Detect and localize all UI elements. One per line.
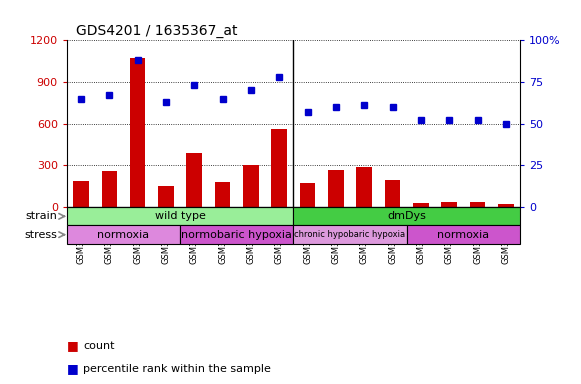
Bar [385, 180, 400, 207]
Text: normoxia: normoxia [437, 230, 489, 240]
Bar [158, 185, 174, 207]
Text: chronic hypobaric hypoxia: chronic hypobaric hypoxia [295, 230, 406, 239]
Bar [293, 207, 520, 225]
Bar [413, 203, 429, 207]
Bar [187, 153, 202, 207]
Bar [293, 225, 407, 244]
Bar [442, 202, 457, 207]
Bar [469, 202, 485, 207]
Bar [407, 225, 520, 244]
Text: ■: ■ [67, 362, 78, 375]
Bar [130, 58, 145, 207]
Bar [102, 171, 117, 207]
Text: normoxia: normoxia [98, 230, 149, 240]
Bar [67, 207, 293, 225]
Text: dmDys: dmDys [388, 211, 426, 221]
Text: strain: strain [26, 211, 58, 221]
Bar [271, 129, 287, 207]
Bar [300, 183, 315, 207]
Bar [243, 165, 259, 207]
Bar [67, 225, 180, 244]
Text: count: count [83, 341, 114, 351]
Bar [498, 204, 514, 207]
Bar [180, 225, 293, 244]
Bar [73, 181, 89, 207]
Text: GDS4201 / 1635367_at: GDS4201 / 1635367_at [76, 24, 238, 38]
Text: stress: stress [25, 230, 58, 240]
Text: normobaric hypoxia: normobaric hypoxia [181, 230, 292, 240]
Bar [215, 182, 231, 207]
Text: percentile rank within the sample: percentile rank within the sample [83, 364, 271, 374]
Bar [356, 167, 372, 207]
Text: wild type: wild type [155, 211, 206, 221]
Text: ■: ■ [67, 339, 78, 352]
Bar [328, 170, 344, 207]
